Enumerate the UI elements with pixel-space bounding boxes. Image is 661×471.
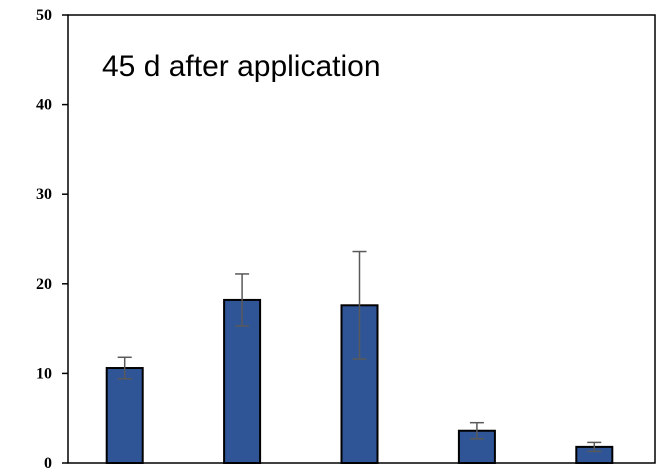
- bar: [107, 368, 143, 463]
- chart-title: 45 d after application: [102, 50, 381, 83]
- y-tick-label: 0: [44, 455, 52, 471]
- y-tick-label: 40: [36, 97, 52, 114]
- y-tick-label: 30: [36, 186, 52, 203]
- y-axis: 0 10 20 30 40 50: [36, 7, 68, 471]
- y-tick-label: 10: [36, 365, 52, 382]
- y-tick-label: 20: [36, 276, 52, 293]
- y-tick-label: 50: [36, 7, 52, 24]
